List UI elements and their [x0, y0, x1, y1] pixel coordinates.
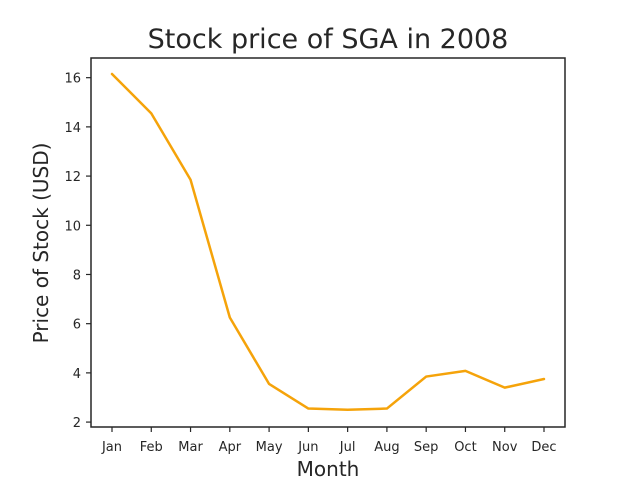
- y-tick-label: 2: [73, 416, 81, 431]
- series-line: [110, 72, 546, 412]
- y-tick-label: 6: [73, 318, 81, 333]
- y-tick-label: 8: [73, 268, 81, 283]
- y-tick-label: 4: [73, 367, 81, 382]
- x-axis-ticks: Jan Feb Mar Apr May Jun Jul Aug Sep Oct Nov Dec: [101, 427, 557, 455]
- chart-title: Stock price of SGA in 2008: [148, 24, 509, 55]
- x-tick-label: Nov: [492, 440, 518, 455]
- x-tick-label: Dec: [531, 440, 556, 455]
- x-tick-label: Oct: [454, 440, 476, 455]
- y-tick-label: 10: [64, 219, 81, 234]
- x-tick-label: Jan: [101, 440, 122, 455]
- y-tick-label: 12: [64, 170, 81, 185]
- x-tick-label: Jun: [297, 440, 318, 455]
- series-layer: [110, 72, 546, 412]
- plot-area-frame: [90, 57, 566, 428]
- x-tick-label: Aug: [374, 440, 399, 455]
- x-axis-label: Month: [297, 457, 360, 480]
- y-axis-label: Price of Stock (USD): [29, 143, 53, 344]
- y-tick-label: 16: [64, 72, 81, 87]
- x-tick-label: Feb: [140, 440, 163, 455]
- x-tick-label: Sep: [414, 440, 439, 455]
- y-tick-label: 14: [64, 121, 81, 136]
- x-tick-label: Apr: [219, 440, 242, 455]
- y-axis-ticks: 2 4 6 8 10 12 14 16: [64, 72, 91, 431]
- x-tick-label: Jul: [339, 440, 356, 455]
- x-tick-label: Mar: [178, 440, 203, 455]
- x-tick-label: May: [256, 440, 283, 455]
